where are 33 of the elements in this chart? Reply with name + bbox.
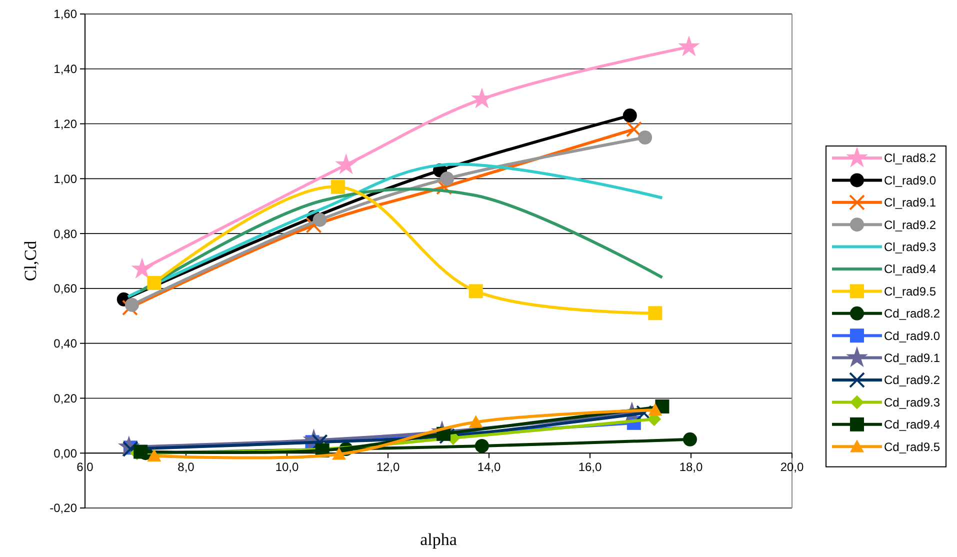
x-axis-title: alpha <box>420 530 458 549</box>
legend-label: Cl_rad9.2 <box>884 218 936 232</box>
legend-label: Cd_rad9.4 <box>884 418 940 432</box>
legend-label: Cl_rad9.1 <box>884 196 936 210</box>
x-tick-label: 8,0 <box>178 460 195 474</box>
legend-label: Cl_rad9.5 <box>884 284 936 298</box>
x-tick-label: 18,0 <box>679 460 703 474</box>
y-tick-label: 1,60 <box>54 7 78 22</box>
x-tick-label: 16,0 <box>578 460 602 474</box>
legend-label: Cl_rad9.0 <box>884 173 936 188</box>
x-tick-label: 20,0 <box>780 460 804 474</box>
y-tick-label: 1,40 <box>54 62 78 76</box>
legend-label: Cd_rad9.5 <box>884 440 940 454</box>
y-tick-label: 0,40 <box>54 336 78 351</box>
x-tick-label: 12,0 <box>376 460 400 474</box>
legend-label: Cd_rad9.0 <box>884 328 940 343</box>
legend-label: Cd_rad8.2 <box>884 306 940 321</box>
y-axis-title: Cl,Cd <box>21 240 40 282</box>
y-tick-label: 0,00 <box>54 446 78 460</box>
legend-label: Cd_rad9.1 <box>884 351 940 365</box>
y-tick-label: 0,20 <box>54 391 78 406</box>
legend-label: Cl_rad9.3 <box>884 240 936 254</box>
y-tick-label: 0,60 <box>54 282 78 296</box>
x-tick-label: 10,0 <box>275 460 299 474</box>
x-tick-label: 14,0 <box>477 460 501 474</box>
y-tick-label: 1,00 <box>54 172 78 186</box>
y-tick-label: -0,20 <box>50 501 78 516</box>
y-tick-label: 0,80 <box>54 226 78 241</box>
legend-label: Cl_rad9.4 <box>884 262 936 276</box>
legend-label: Cl_rad8.2 <box>884 151 936 166</box>
y-tick-label: 1,20 <box>54 116 78 131</box>
legend-label: Cd_rad9.3 <box>884 395 940 410</box>
legend-label: Cd_rad9.2 <box>884 373 940 388</box>
